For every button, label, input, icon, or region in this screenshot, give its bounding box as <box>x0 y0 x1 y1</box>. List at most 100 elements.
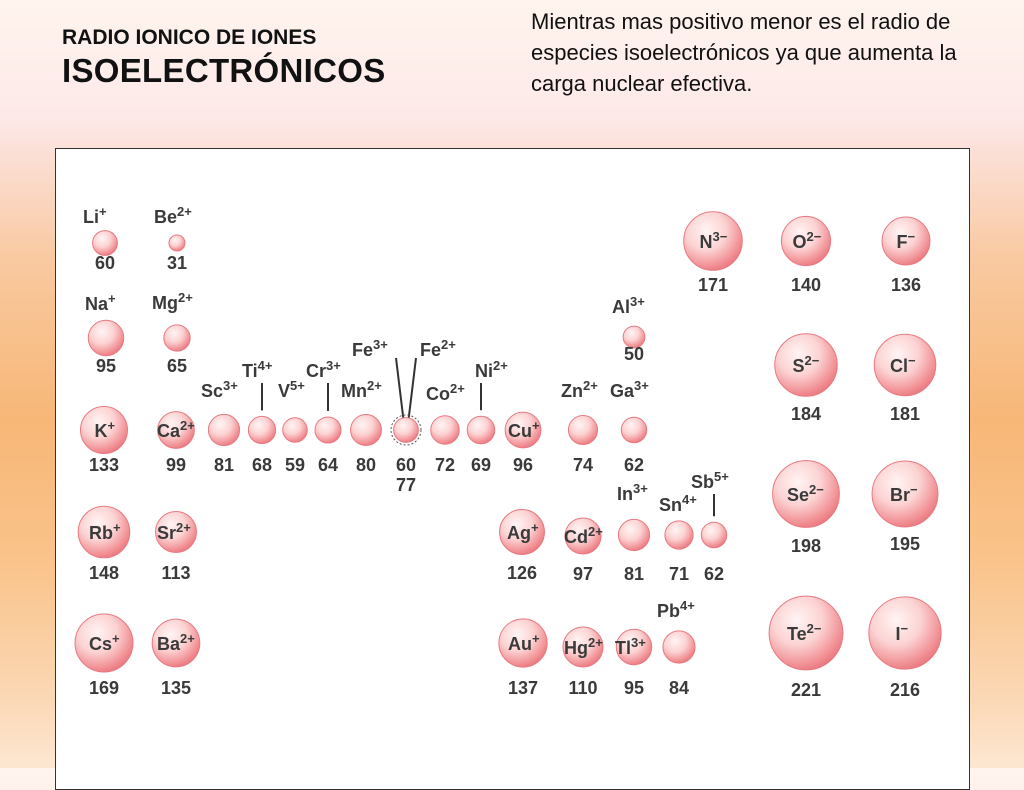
radius-value-sn-4plus: 71 <box>669 564 689 584</box>
ion-label-sc-3plus: Sc3+ <box>201 378 238 401</box>
ion-sphere-au-plus <box>498 618 548 668</box>
ion-spheres: Li+ 60 Be2+ 31 Na+ 95 Mg2+ 65 K+ 133 Ca2+ 99 Sc3+ 81 T… <box>74 204 942 700</box>
ion-label-cl-minus: Cl− <box>890 353 916 376</box>
radius-value-ni-2plus: 69 <box>471 455 491 475</box>
ion-sphere-mn-2plus <box>350 414 382 446</box>
ion-label-sn-4plus: Sn4+ <box>659 492 697 515</box>
ion-sphere-cs-plus <box>74 613 134 673</box>
ion-label-cu-plus: Cu+ <box>508 418 540 441</box>
radius-value-sr-2plus: 113 <box>161 563 190 583</box>
ion-label-au-plus: Au+ <box>508 631 540 654</box>
radius-value-ba-2plus: 135 <box>161 678 191 698</box>
ion-label-na-plus: Na+ <box>85 291 116 314</box>
ion-label-mn-2plus: Mn2+ <box>341 378 382 401</box>
ion-sphere-n-3minus <box>683 211 743 271</box>
radius-value-hg-2plus: 110 <box>568 678 597 698</box>
ionic-radii-panel: Li+ 60 Be2+ 31 Na+ 95 Mg2+ 65 K+ 133 Ca2+ 99 Sc3+ 81 T… <box>55 148 970 790</box>
ion-label-f-minus: F− <box>897 229 916 252</box>
radius-value-v-5plus: 59 <box>285 455 305 475</box>
ion-sphere-in-3plus <box>617 518 651 552</box>
ion-label-cs-plus: Cs+ <box>89 631 120 654</box>
radius-value-fe-3plus: 60 <box>396 455 416 475</box>
radius-value-tl-3plus: 95 <box>624 678 644 698</box>
ion-sphere-ba-2plus <box>151 618 201 668</box>
connector-fe-v-1 <box>407 357 417 425</box>
ion-sphere-pb-4plus <box>662 630 696 664</box>
ion-label-hg-2plus: Hg2+ <box>564 635 603 658</box>
ion-sphere-sr-2plus <box>155 511 197 553</box>
ion-sphere-k-plus <box>79 405 129 455</box>
ion-sphere-te-2minus <box>768 595 844 671</box>
ion-label-br-minus: Br− <box>890 482 918 505</box>
radius-value-pb-4plus: 84 <box>669 678 689 698</box>
ion-sphere-f-minus <box>881 216 931 266</box>
ionic-radii-diagram: Li+ 60 Be2+ 31 Na+ 95 Mg2+ 65 K+ 133 Ca2+ 99 Sc3+ 81 T… <box>74 204 942 700</box>
ion-sphere-sn-4plus <box>664 520 694 550</box>
ion-label-n-3minus: N3− <box>700 229 728 252</box>
radius-value-ti-4plus: 68 <box>252 455 272 475</box>
radius-value-zn-2plus: 74 <box>573 455 593 475</box>
radius-value-cs-plus: 169 <box>89 678 119 698</box>
ion-label-al-3plus: Al3+ <box>612 294 645 317</box>
radius-value-in-3plus: 81 <box>624 564 644 584</box>
ion-sphere-ca-2plus <box>157 411 195 449</box>
ion-label-cd-2plus: Cd2+ <box>564 524 603 547</box>
ion-sphere-mg-2plus <box>163 324 191 352</box>
radius-value-f-minus: 136 <box>891 275 921 295</box>
radius-value-br-minus: 195 <box>890 534 920 554</box>
radius-value-sc-3plus: 81 <box>214 455 234 475</box>
ion-label-ca-2plus: Ca2+ <box>157 418 195 441</box>
ion-sphere-se-2minus <box>772 460 840 528</box>
ion-label-s-2minus: S2− <box>793 353 820 376</box>
ion-sphere-tl-3plus <box>615 628 653 666</box>
ion-label-co-2plus: Co2+ <box>426 381 465 404</box>
radius-value-fe-2plus: 77 <box>396 475 416 495</box>
radius-value-cd-2plus: 97 <box>573 564 593 584</box>
radius-value-mn-2plus: 80 <box>356 455 376 475</box>
ion-sphere-i-minus <box>868 596 942 670</box>
ion-sphere-o-2minus <box>780 215 832 267</box>
ion-label-sb-5plus: Sb5+ <box>691 469 729 492</box>
explanation-note: Mientras mas positivo menor es el radio … <box>531 9 957 96</box>
title-line-2: ISOELECTRÓNICOS <box>62 52 386 89</box>
ion-label-ga-3plus: Ga3+ <box>610 378 649 401</box>
ion-label-te-2minus: Te2− <box>787 621 822 644</box>
ion-label-o-2minus: O2− <box>793 229 822 252</box>
ion-sphere-na-plus <box>87 319 125 357</box>
ion-label-pb-4plus: Pb4+ <box>657 598 695 621</box>
ion-label-ti-4plus: Ti4+ <box>242 358 273 381</box>
ion-sphere-cl-minus <box>873 333 937 397</box>
ion-sphere-ga-3plus <box>620 416 648 444</box>
radius-value-be-2plus: 31 <box>167 253 187 273</box>
ion-sphere-cd-2plus <box>564 517 602 555</box>
ion-sphere-rb-plus <box>77 505 131 559</box>
ion-sphere-ti-4plus <box>247 415 277 445</box>
radius-value-au-plus: 137 <box>508 678 538 698</box>
radius-value-cl-minus: 181 <box>890 404 920 424</box>
radius-value-n-3minus: 171 <box>698 275 728 295</box>
radius-value-cu-plus: 96 <box>513 455 533 475</box>
radius-value-co-2plus: 72 <box>435 455 455 475</box>
radius-value-ga-3plus: 62 <box>624 455 644 475</box>
ion-sphere-fe-2plus <box>390 414 422 446</box>
ion-label-tl-3plus: Tl3+ <box>615 635 646 658</box>
ion-sphere-be-2plus <box>168 234 186 252</box>
ion-sphere-hg-2plus <box>562 626 604 668</box>
ion-label-k-plus: K+ <box>95 418 116 441</box>
ion-label-li-plus: Li+ <box>83 204 107 227</box>
ion-label-se-2minus: Se2− <box>787 482 824 505</box>
ion-sphere-li-plus <box>92 230 118 256</box>
ion-sphere-al-3plus <box>622 325 646 349</box>
ion-label-zn-2plus: Zn2+ <box>561 378 598 401</box>
connector-fe-v-0 <box>395 357 405 425</box>
ion-sphere-sb-5plus <box>700 521 728 549</box>
ion-label-i-minus: I− <box>896 621 909 644</box>
ion-label-mg-2plus: Mg2+ <box>152 290 193 313</box>
radius-value-na-plus: 95 <box>96 356 116 376</box>
ion-sphere-cr-3plus <box>314 416 342 444</box>
ion-sphere-ag-plus <box>499 509 545 555</box>
ion-label-fe-3plus: Fe3+ <box>352 337 388 360</box>
ion-sphere-fe-3plus <box>393 417 419 443</box>
ion-label-fe-2plus: Fe2+ <box>420 337 456 360</box>
ion-sphere-s-2minus <box>774 333 838 397</box>
